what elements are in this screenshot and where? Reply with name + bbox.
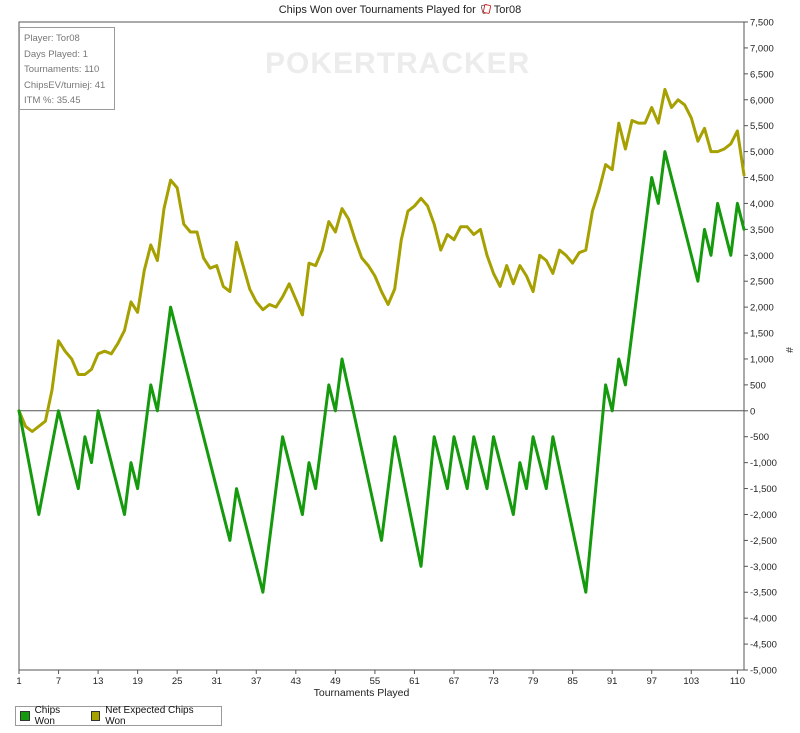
x-tick-label: 37 — [251, 676, 262, 687]
series-line-chips-won — [17, 150, 746, 594]
legend-label-chips-won: Chips Won — [34, 705, 61, 727]
y-tick-label: 7,000 — [750, 43, 774, 54]
x-tick-label: 1 — [16, 676, 21, 687]
y-tick-label: 2,000 — [750, 303, 774, 314]
x-tick-label: 79 — [528, 676, 539, 687]
y-tick-label: 5,000 — [750, 147, 774, 158]
x-tick-label: 85 — [567, 676, 578, 687]
legend-item-chips-won[interactable]: Chips Won — [20, 705, 81, 727]
legend-item-net-expected[interactable]: Net Expected Chips Won — [90, 705, 211, 727]
legend-label-net-expected: Net Expected Chips Won — [105, 705, 194, 727]
y-tick-label: -4,000 — [750, 614, 777, 625]
player-icon — [480, 4, 491, 14]
y-tick-label: 6,000 — [750, 95, 774, 106]
x-tick-label: 73 — [488, 676, 499, 687]
y-tick-label: 6,500 — [750, 69, 774, 80]
y-tick-label: -2,500 — [750, 536, 777, 547]
stat-days-played: Days Played: 1 — [24, 48, 88, 60]
y-tick-label: -1,500 — [750, 484, 777, 495]
x-tick-label: 97 — [646, 676, 657, 687]
y-axis-title: # — [783, 347, 795, 353]
x-tick-label: 67 — [449, 676, 460, 687]
x-tick-label: 103 — [683, 676, 699, 687]
x-tick-label: 25 — [172, 676, 183, 687]
x-tick-label: 19 — [132, 676, 143, 687]
y-tick-label: 500 — [750, 380, 766, 391]
stat-chipsev: ChipsEV/turniej: 41 — [24, 79, 106, 91]
series-layer — [17, 87, 746, 594]
labels-layer: 7,500 7,000 6,500 6,000 5,500 5,000 4,500 4,000… — [16, 18, 795, 700]
y-tick-label: 5,500 — [750, 121, 774, 132]
y-tick-label: 0 — [750, 406, 755, 417]
y-tick-label: -3,500 — [750, 588, 777, 599]
player-name: Tor08 — [493, 4, 522, 16]
x-axis-title: Tournaments Played — [314, 687, 410, 699]
y-tick-label: -500 — [750, 432, 769, 443]
y-tick-label: 7,500 — [750, 18, 774, 29]
y-tick-label: 3,500 — [750, 225, 774, 236]
y-tick-label: -4,500 — [750, 640, 777, 651]
y-tick-label: 1,500 — [750, 329, 774, 340]
y-tick-label: 2,500 — [750, 277, 774, 288]
stat-tournaments: Tournaments: 110 — [24, 64, 100, 75]
y-tick-label: 4,500 — [750, 173, 774, 184]
x-tick-label: 43 — [291, 676, 302, 687]
stats-box: Player: Tor08 Days Played: 1 Tournaments… — [19, 27, 115, 110]
y-tick-label: -1,000 — [750, 458, 777, 469]
stat-itm: ITM %: 35.45 — [24, 95, 81, 106]
x-tick-label: 49 — [330, 676, 341, 687]
x-tick-label: 110 — [730, 676, 745, 687]
series-line-net-expected — [17, 87, 746, 433]
x-tick-label: 61 — [409, 676, 420, 687]
legend-swatch-net-expected — [90, 711, 101, 721]
legend-swatch-chips-won — [20, 711, 30, 721]
stat-player: Player: Tor08 — [24, 33, 80, 44]
y-tick-label: 1,000 — [750, 354, 774, 365]
x-tick-label: 31 — [211, 676, 222, 687]
plot-frame — [18, 21, 745, 671]
x-tick-label: 7 — [56, 676, 61, 687]
chart-title: Chips Won over Tournaments Played for To… — [0, 4, 800, 16]
y-tick-label: 3,000 — [750, 251, 774, 262]
pokertracker-watermark: POKERTRACKER — [265, 47, 531, 80]
y-tick-label: 4,000 — [750, 199, 774, 210]
y-tick-label: -2,000 — [750, 510, 777, 521]
y-tick-label: -5,000 — [750, 666, 777, 677]
y-tick-label: -3,000 — [750, 562, 777, 573]
x-tick-label: 91 — [607, 676, 618, 687]
x-tick-label: 55 — [370, 676, 381, 687]
axes-layer — [18, 21, 748, 674]
chart-title-text: Chips Won over Tournaments Played for — [278, 4, 476, 16]
x-tick-label: 13 — [93, 676, 104, 687]
legend: Chips Won Net Expected Chips Won — [15, 705, 222, 727]
